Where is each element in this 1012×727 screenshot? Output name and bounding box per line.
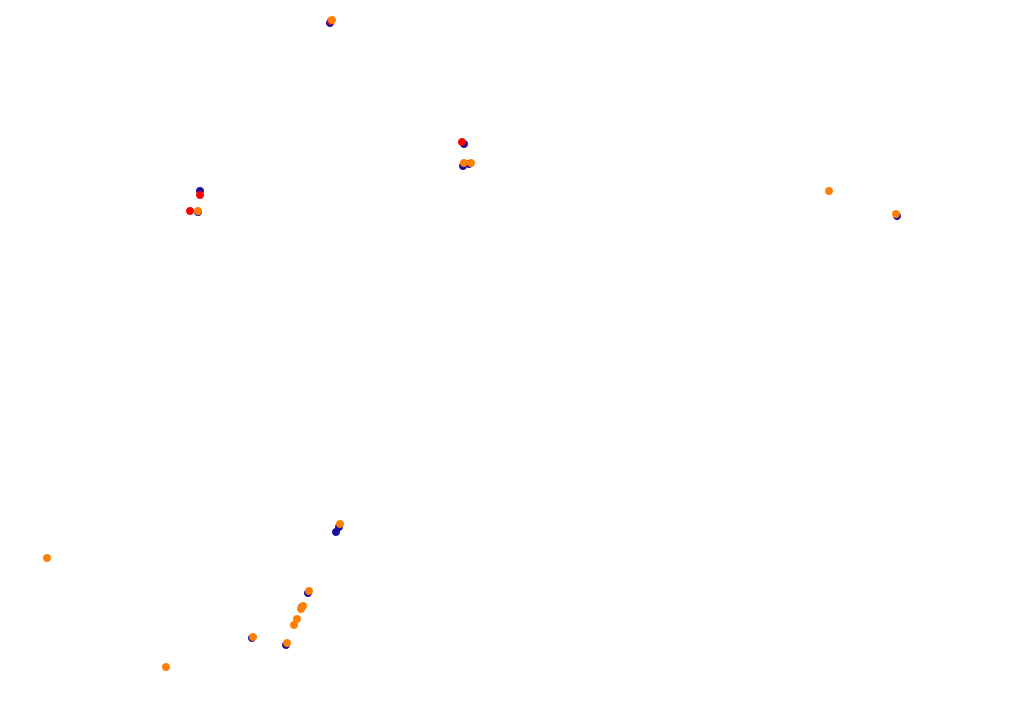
scatter-point-s3-11: [293, 615, 301, 623]
scatter-point-s2-2: [458, 138, 466, 146]
scatter-point-s3-4: [467, 159, 475, 167]
scatter-point-s3-13: [249, 633, 257, 641]
scatter-point-s3-15: [43, 554, 51, 562]
scatter-point-s3-8: [305, 587, 313, 595]
scatter-series-1: [194, 19, 901, 649]
scatter-point-s3-6: [892, 210, 900, 218]
scatter-point-s3-14: [283, 639, 291, 647]
scatter-point-s3-5: [825, 187, 833, 195]
scatter-point-s1-9: [332, 528, 340, 536]
scatter-point-s3-16: [162, 663, 170, 671]
scatter-point-s3-10: [297, 605, 305, 613]
scatter-point-s2-3: [196, 191, 204, 199]
scatter-point-s3-12: [290, 621, 298, 629]
scatter-series-3: [43, 16, 900, 671]
scatter-point-s3-7: [336, 520, 344, 528]
scatter-series-2: [186, 17, 466, 215]
scatter-point-s3-3: [460, 159, 468, 167]
scatter-point-s2-4: [186, 207, 194, 215]
scatter-point-s3-1: [328, 16, 336, 24]
scatter-point-s3-2: [194, 207, 202, 215]
